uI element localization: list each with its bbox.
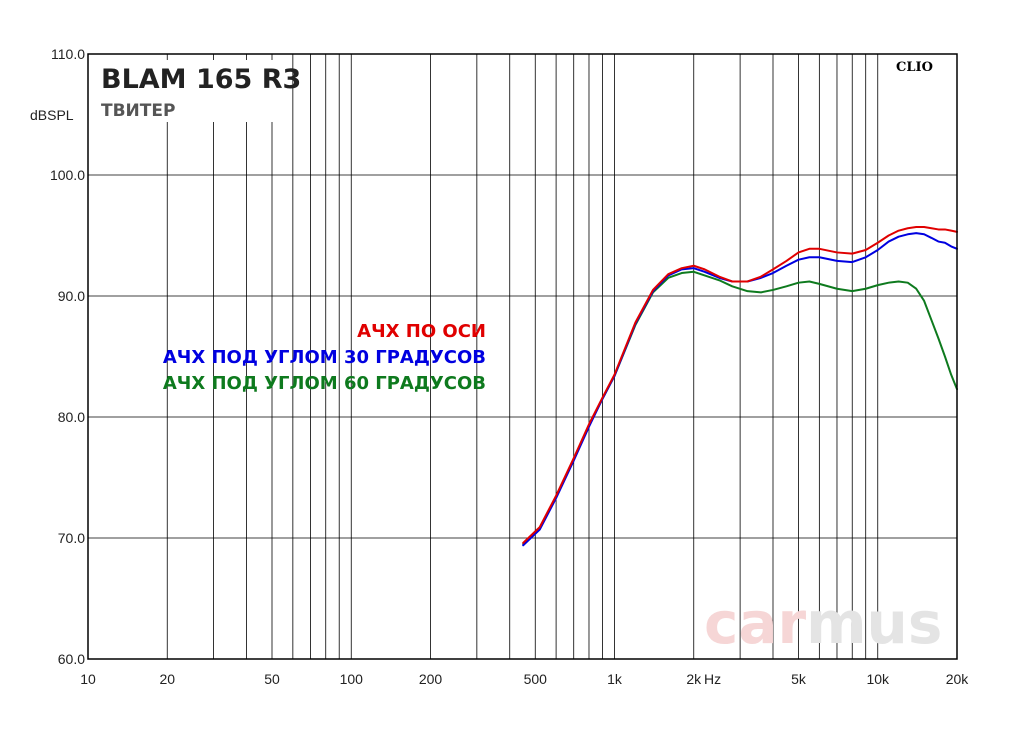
curves	[522, 226, 958, 547]
y-tick-label: 110.0	[51, 46, 85, 62]
watermark-part2: mus	[806, 589, 942, 657]
chart-title: BLAM 165 R3	[101, 64, 301, 95]
x-tick-label: 20k	[946, 671, 970, 687]
x-axis-unit: Hz	[704, 671, 721, 687]
carmus-watermark: carmus	[704, 589, 942, 657]
x-tick-label: 20	[159, 671, 175, 687]
x-tick-label: 2k	[686, 671, 702, 687]
x-tick-label: 500	[524, 671, 548, 687]
x-tick-label: 10	[80, 671, 96, 687]
title-background	[97, 60, 287, 122]
chart-subtitle: ТВИТЕР	[101, 101, 175, 121]
y-tick-label: 90.0	[58, 288, 85, 304]
legend-series-3: АЧХ ПОД УГЛОМ 60 ГРАДУСОВ	[163, 373, 486, 394]
x-tick-label: 1k	[607, 671, 623, 687]
y-tick-label: 100.0	[50, 167, 85, 183]
x-tick-label: 10k	[866, 671, 890, 687]
clio-brand: CLIO	[896, 60, 933, 75]
svg-text:carmus: carmus	[704, 589, 942, 657]
plot-frame	[87, 53, 958, 660]
legend-series-1: АЧХ ПО ОСИ	[357, 321, 486, 342]
x-tick-labels: 10 20 50 100 200 500 1k 2k 5k 10k 20k	[80, 671, 969, 687]
x-tick-label: 200	[419, 671, 443, 687]
x-tick-label: 5k	[791, 671, 807, 687]
plot-background	[88, 54, 957, 659]
y-tick-labels: 60.0 70.0 80.0 90.0 100.0 110.0	[50, 46, 85, 667]
series-line-1	[522, 226, 958, 544]
brand-background	[890, 58, 942, 76]
legend-series-2: АЧХ ПОД УГЛОМ 30 ГРАДУСОВ	[163, 347, 486, 368]
y-axis-label: dBSPL	[30, 107, 74, 123]
x-tick-label: 100	[340, 671, 364, 687]
y-tick-label: 70.0	[58, 530, 85, 546]
legend: АЧХ ПО ОСИ АЧХ ПОД УГЛОМ 30 ГРАДУСОВ АЧХ…	[163, 321, 486, 394]
y-tick-label: 80.0	[58, 409, 85, 425]
y-tick-label: 60.0	[58, 651, 85, 667]
x-tick-label: 50	[264, 671, 280, 687]
watermark-part1: car	[704, 589, 807, 657]
